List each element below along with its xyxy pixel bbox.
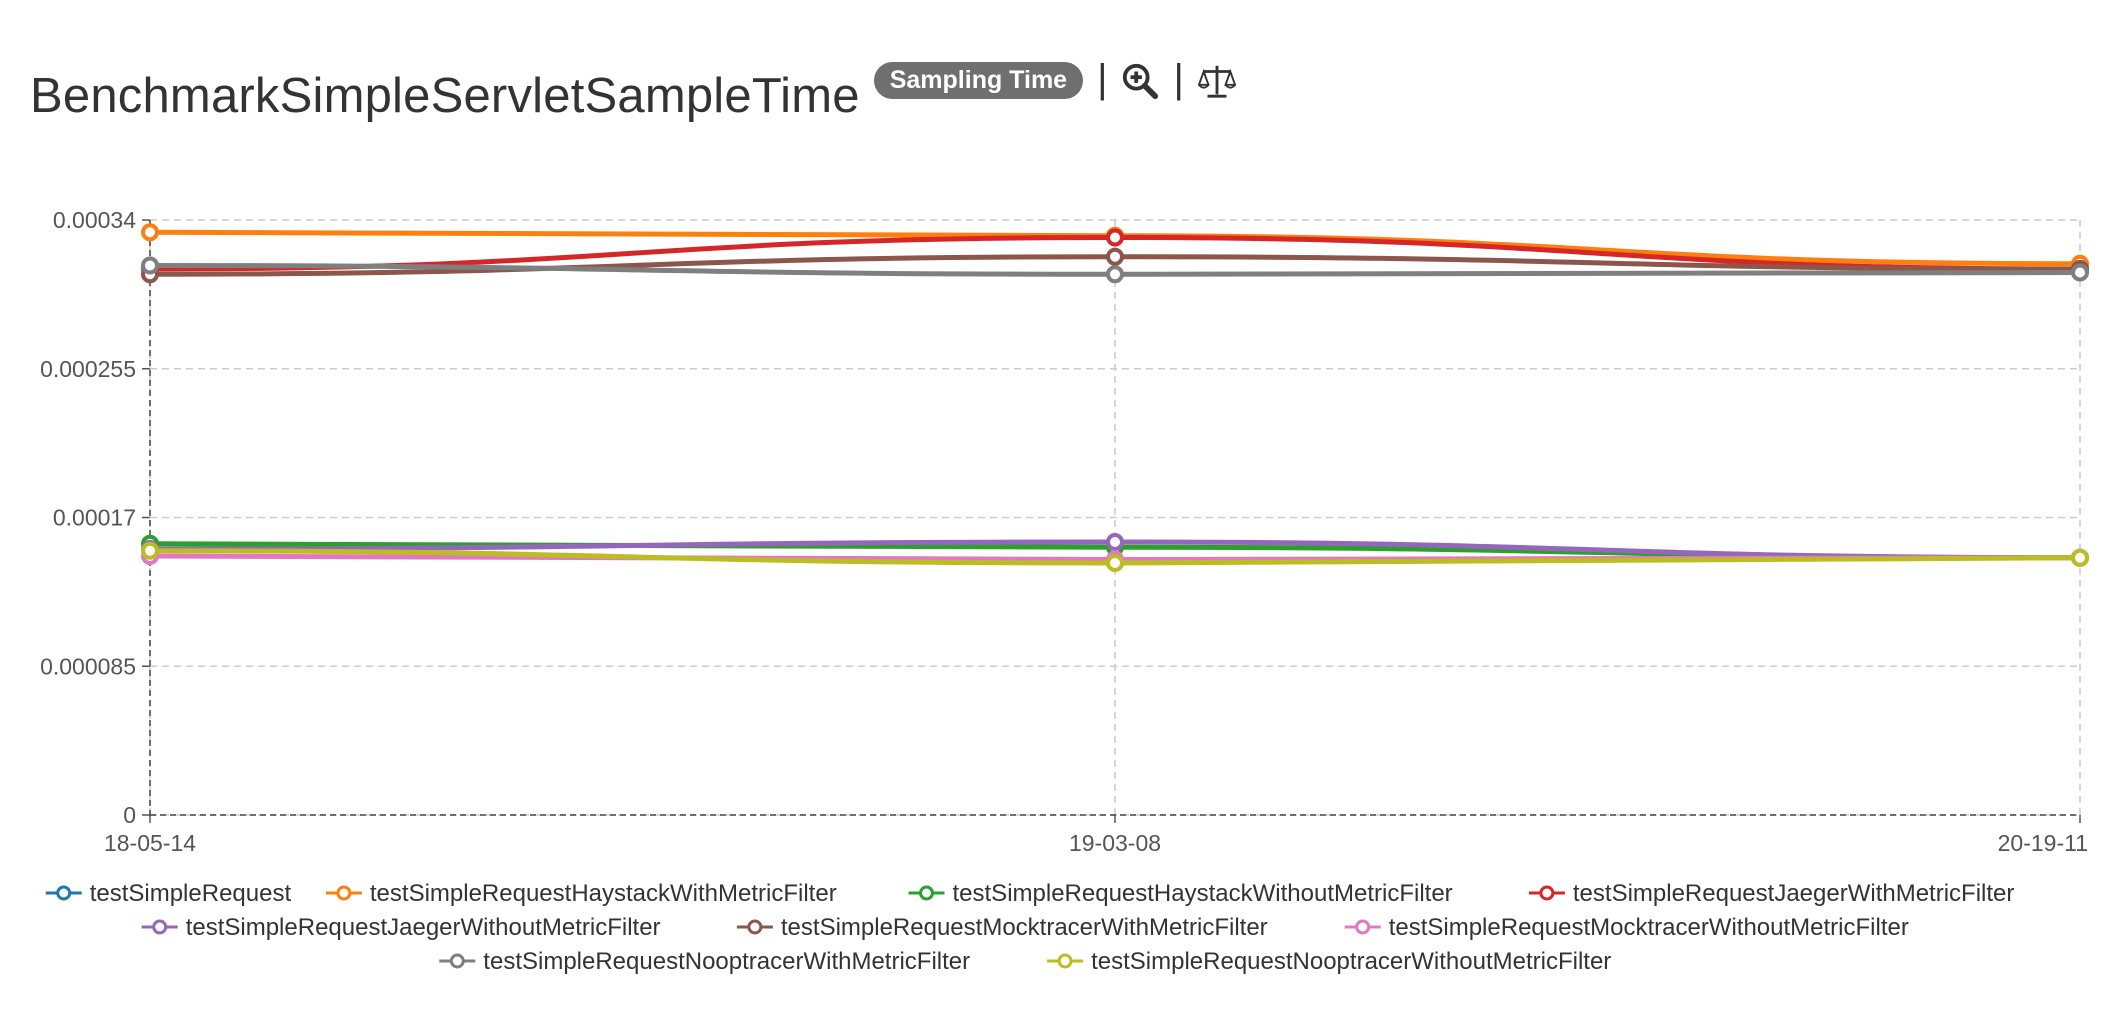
legend-swatch-marker: [449, 953, 465, 969]
legend-label: testSimpleRequestMocktracerWithoutMetric…: [1389, 914, 1909, 941]
sampling-time-badge[interactable]: Sampling Time: [873, 61, 1084, 99]
data-point-testSimpleRequestHaystackWithMetricFilter[interactable]: [141, 223, 159, 242]
legend-item-testSimpleRequestMocktracerWithMetricFilter[interactable]: testSimpleRequestMocktracerWithMetricFil…: [736, 914, 1268, 941]
data-point-testSimpleRequestNooptracerWithoutMetricFilter[interactable]: [1106, 554, 1124, 572]
toolbar-separator: |: [1097, 57, 1108, 101]
legend-swatch-marker: [56, 885, 72, 901]
grid: [149, 219, 2081, 816]
x-tick-label: 20-19-11: [1998, 830, 2088, 856]
chart-header: BenchmarkSimpleServletSampleTime Samplin…: [30, 48, 1236, 124]
legend-swatch-marker: [336, 885, 352, 901]
legend-item-testSimpleRequestJaegerWithoutMetricFilter[interactable]: testSimpleRequestJaegerWithoutMetricFilt…: [141, 914, 661, 941]
data-point-testSimpleRequestNooptracerWithMetricFilter[interactable]: [1106, 265, 1124, 284]
legend-item-testSimpleRequestJaegerWithMetricFilter[interactable]: testSimpleRequestJaegerWithMetricFilter: [1528, 880, 2014, 907]
page-title: BenchmarkSimpleServletSampleTime: [30, 69, 860, 123]
legend-swatch-marker: [1539, 885, 1555, 901]
legend-item-testSimpleRequestNooptracerWithoutMetricFilter[interactable]: testSimpleRequestNooptracerWithoutMetric…: [1047, 948, 1611, 975]
legend-item-testSimpleRequestMocktracerWithoutMetricFilter[interactable]: testSimpleRequestMocktracerWithoutMetric…: [1344, 914, 1909, 941]
legend-label: testSimpleRequestNooptracerWithMetricFil…: [483, 948, 970, 975]
x-tick-label: 18-05-14: [104, 830, 196, 856]
legend-label: testSimpleRequestJaegerWithMetricFilter: [1573, 880, 2014, 907]
y-tick-label: 0: [123, 802, 136, 828]
legend-item-testSimpleRequestHaystackWithoutMetricFilter[interactable]: testSimpleRequestHaystackWithoutMetricFi…: [908, 880, 1453, 907]
legend-label: testSimpleRequestMocktracerWithMetricFil…: [781, 914, 1268, 941]
data-point-testSimpleRequestJaegerWithMetricFilter[interactable]: [1106, 228, 1124, 247]
data-point-testSimpleRequestNooptracerWithMetricFilter[interactable]: [2071, 263, 2089, 282]
legend-label: testSimpleRequestHaystackWithoutMetricFi…: [953, 880, 1453, 907]
y-tick-label: 0.00034: [53, 207, 136, 233]
legend-swatch-marker: [1355, 919, 1371, 935]
legend-swatch-marker: [1057, 953, 1073, 969]
zoom-in-icon[interactable]: [1121, 62, 1159, 100]
data-point-testSimpleRequestMocktracerWithMetricFilter[interactable]: [1106, 247, 1124, 266]
legend-item-testSimpleRequest[interactable]: testSimpleRequest: [45, 880, 292, 907]
legend-swatch-marker: [747, 919, 763, 935]
y-tick-label: 0.00017: [53, 505, 136, 531]
legend-item-testSimpleRequestNooptracerWithMetricFilter[interactable]: testSimpleRequestNooptracerWithMetricFil…: [439, 948, 970, 975]
legend-label: testSimpleRequestHaystackWithMetricFilte…: [370, 880, 837, 907]
axes: 0 0.000085 0.00017 0.000255 0.00034 18-05-14 1…: [40, 207, 2088, 856]
legend-swatch-marker: [919, 885, 934, 901]
x-tick-label: 19-03-08: [1069, 830, 1161, 856]
series-lines: [141, 223, 2089, 572]
y-tick-label: 0.000085: [40, 653, 136, 679]
legend-label: testSimpleRequest: [90, 880, 292, 907]
data-point-testSimpleRequestNooptracerWithoutMetricFilter[interactable]: [2071, 548, 2089, 567]
legend: testSimpleRequest testSimpleRequestHaysta…: [45, 880, 2014, 975]
legend-swatch-marker: [152, 919, 168, 935]
legend-label: testSimpleRequestJaegerWithoutMetricFilt…: [186, 914, 661, 941]
y-tick-label: 0.000255: [40, 356, 136, 382]
legend-item-testSimpleRequestHaystackWithMetricFilter[interactable]: testSimpleRequestHaystackWithMetricFilte…: [325, 880, 837, 907]
legend-label: testSimpleRequestNooptracerWithoutMetric…: [1091, 948, 1611, 975]
data-point-testSimpleRequestNooptracerWithMetricFilter[interactable]: [141, 256, 159, 275]
data-point-testSimpleRequestJaegerWithoutMetricFilter[interactable]: [1106, 533, 1124, 551]
toolbar-separator-2: |: [1173, 57, 1184, 101]
data-point-testSimpleRequestNooptracerWithoutMetricFilter[interactable]: [141, 541, 159, 560]
scale-balance-icon[interactable]: [1197, 62, 1236, 100]
